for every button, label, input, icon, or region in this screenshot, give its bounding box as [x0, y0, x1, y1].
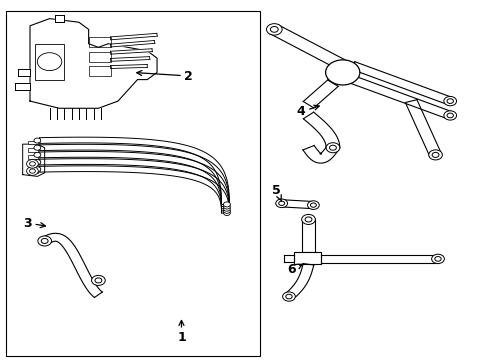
Bar	[35, 44, 64, 80]
Polygon shape	[40, 137, 229, 204]
Bar	[89, 51, 111, 62]
Circle shape	[223, 211, 230, 216]
Polygon shape	[405, 100, 441, 156]
Circle shape	[92, 275, 105, 285]
Circle shape	[34, 145, 41, 150]
Bar	[27, 141, 38, 144]
Polygon shape	[40, 152, 229, 209]
Bar	[27, 162, 38, 166]
Circle shape	[283, 292, 295, 301]
Polygon shape	[281, 200, 314, 209]
Polygon shape	[40, 159, 229, 211]
Circle shape	[223, 204, 230, 209]
Polygon shape	[302, 220, 315, 252]
Polygon shape	[23, 144, 45, 176]
Circle shape	[429, 150, 442, 160]
Text: 2: 2	[137, 69, 193, 82]
Polygon shape	[350, 76, 453, 119]
Circle shape	[444, 111, 457, 120]
Polygon shape	[111, 64, 147, 68]
Circle shape	[444, 96, 457, 106]
Bar	[294, 252, 321, 264]
Circle shape	[34, 152, 41, 157]
Circle shape	[223, 206, 230, 211]
Polygon shape	[285, 264, 314, 299]
Polygon shape	[55, 15, 64, 22]
Circle shape	[432, 254, 444, 264]
Polygon shape	[270, 25, 347, 69]
Circle shape	[276, 199, 288, 208]
Circle shape	[223, 208, 230, 213]
Polygon shape	[18, 69, 30, 76]
Polygon shape	[110, 41, 155, 47]
Circle shape	[326, 143, 340, 153]
Polygon shape	[303, 145, 339, 163]
Bar	[27, 170, 38, 173]
Polygon shape	[110, 49, 152, 54]
Polygon shape	[30, 19, 157, 108]
Circle shape	[34, 138, 41, 143]
Polygon shape	[284, 255, 294, 262]
Circle shape	[223, 202, 230, 207]
Text: 1: 1	[177, 320, 186, 344]
Polygon shape	[321, 255, 438, 263]
Polygon shape	[40, 166, 229, 213]
Circle shape	[302, 215, 316, 225]
Polygon shape	[111, 57, 150, 61]
Circle shape	[267, 24, 282, 35]
Circle shape	[26, 167, 38, 175]
Bar	[89, 37, 111, 47]
Polygon shape	[40, 144, 229, 207]
Text: 4: 4	[297, 105, 319, 118]
Circle shape	[34, 159, 41, 165]
Bar	[27, 155, 38, 159]
Bar	[89, 66, 111, 76]
Bar	[5, 12, 260, 356]
Circle shape	[34, 167, 41, 172]
Polygon shape	[15, 83, 30, 90]
Polygon shape	[303, 112, 340, 148]
Circle shape	[26, 159, 38, 168]
Polygon shape	[303, 80, 338, 108]
Polygon shape	[110, 33, 157, 40]
Text: 6: 6	[287, 263, 302, 276]
Circle shape	[308, 201, 319, 210]
Circle shape	[326, 60, 360, 85]
Bar	[27, 148, 38, 152]
Polygon shape	[42, 233, 102, 297]
Text: 3: 3	[23, 216, 46, 230]
Polygon shape	[350, 62, 453, 105]
Text: 5: 5	[272, 184, 282, 201]
Circle shape	[38, 236, 51, 246]
